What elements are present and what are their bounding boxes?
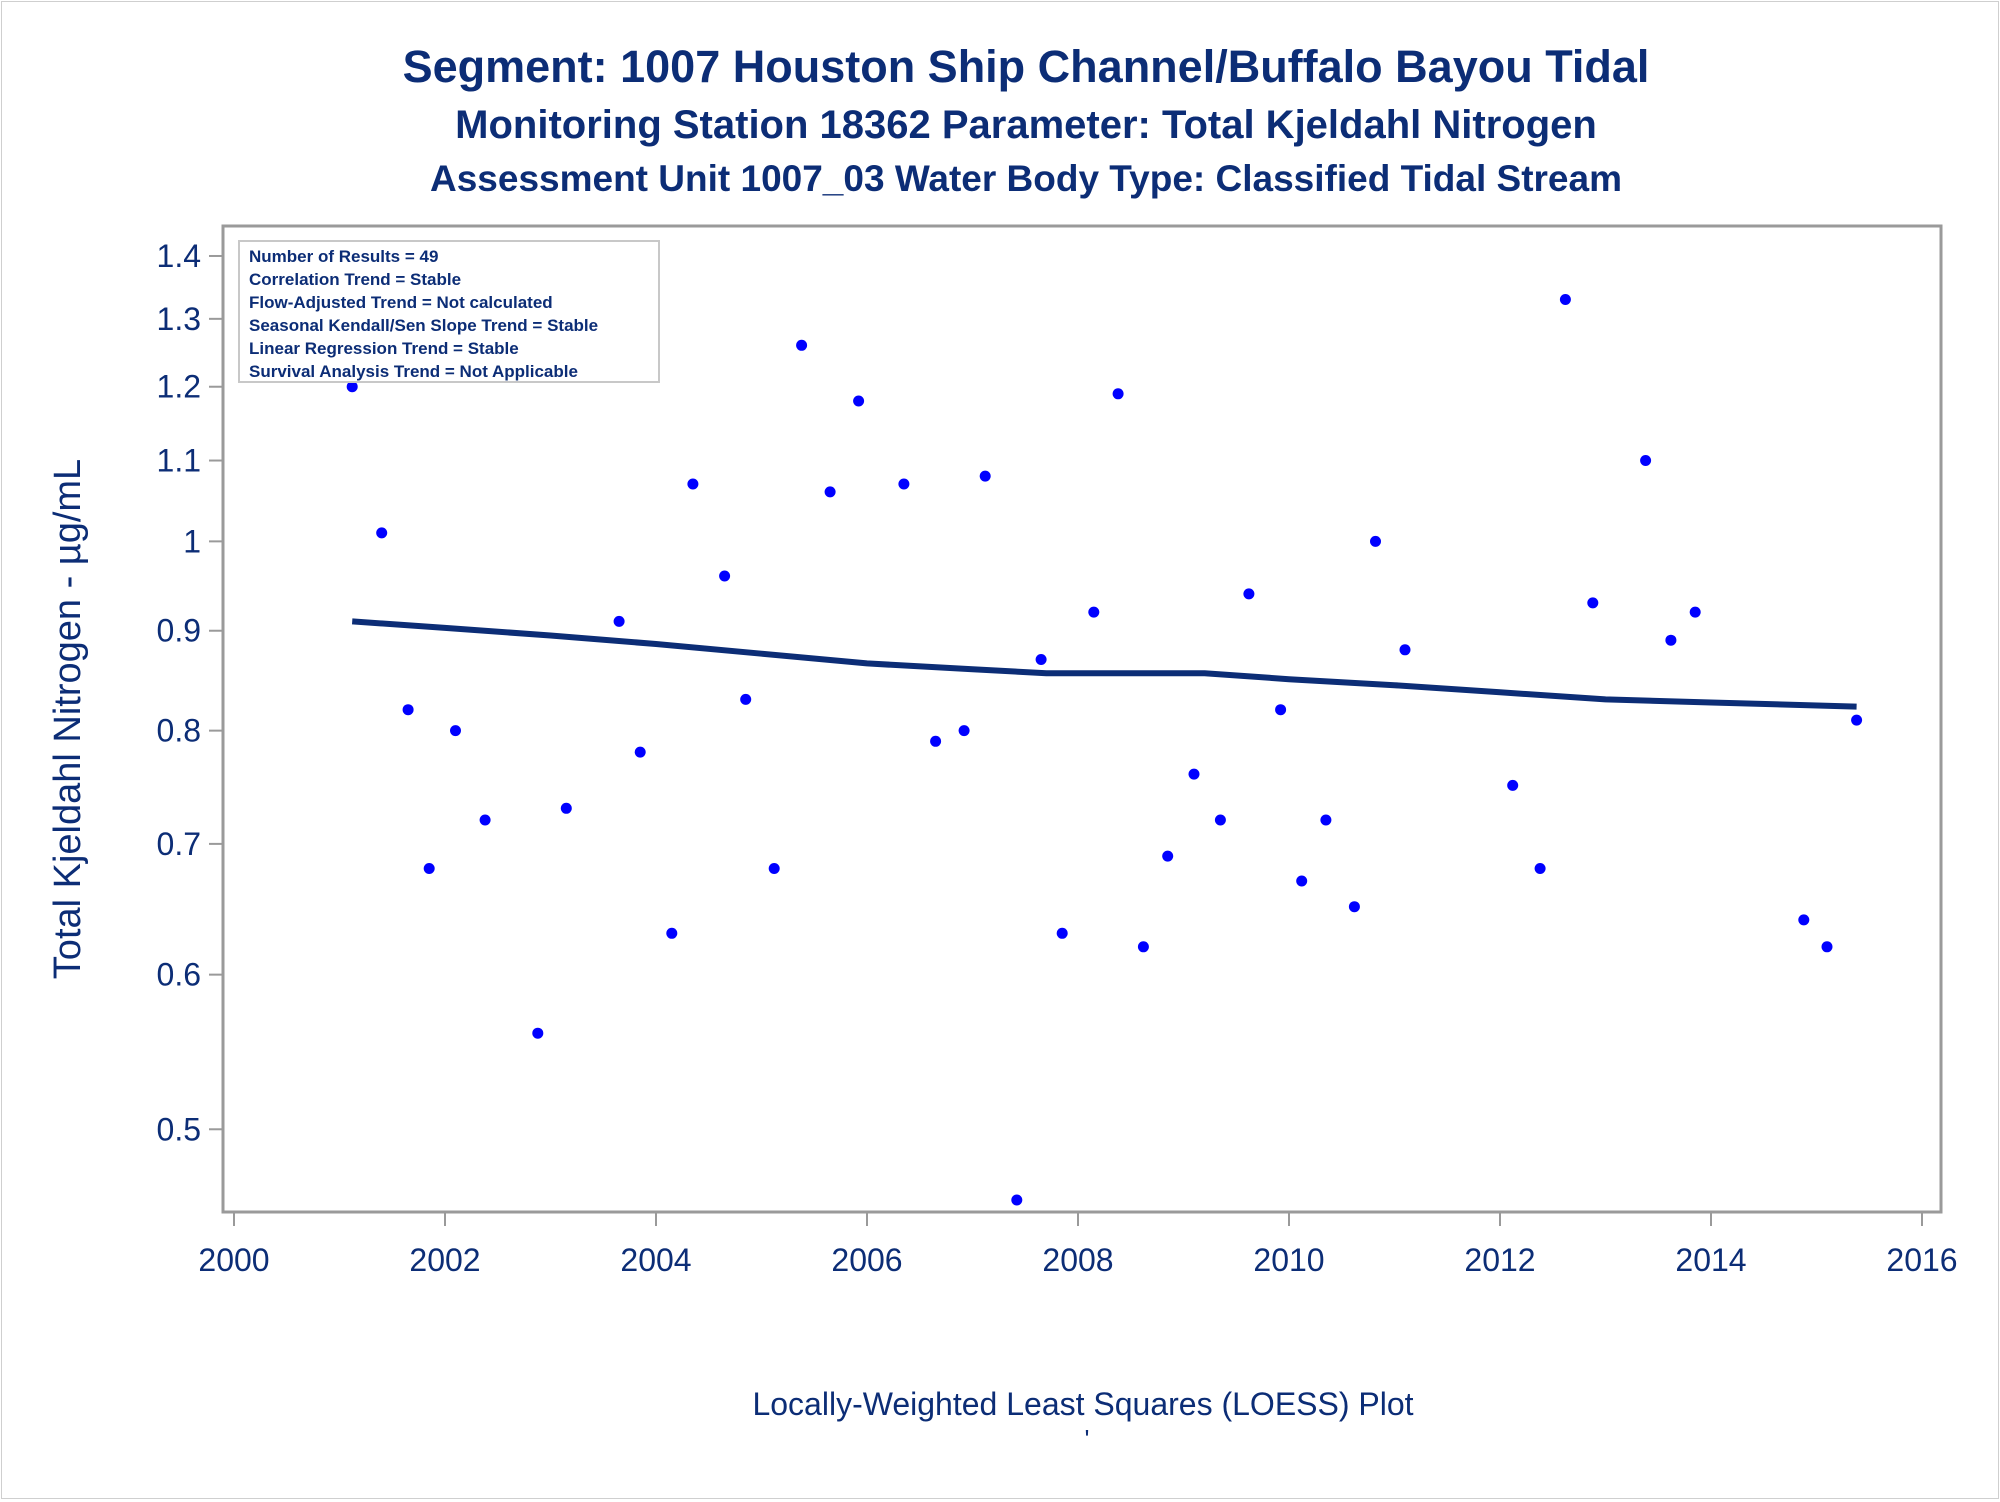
stats-line-flow-adjusted: Flow-Adjusted Trend = Not calculated	[249, 293, 553, 312]
x-tick-label: 2016	[1886, 1242, 1957, 1278]
data-point	[613, 615, 625, 627]
x-tick-label: 2014	[1675, 1242, 1746, 1278]
stats-line-survival: Survival Analysis Trend = Not Applicable	[249, 362, 578, 381]
data-point	[979, 470, 991, 482]
data-point	[1689, 606, 1701, 618]
y-tick-label: 0.8	[157, 713, 201, 749]
data-point	[450, 725, 461, 737]
data-point	[346, 381, 358, 393]
data-point	[1559, 294, 1571, 305]
data-point	[532, 1027, 544, 1039]
data-point	[1188, 768, 1200, 780]
loess-line	[351, 618, 1857, 710]
stats-box-border	[238, 240, 660, 383]
data-point	[958, 725, 970, 737]
data-point	[1534, 863, 1546, 874]
data-point	[376, 527, 388, 539]
data-point	[479, 814, 491, 826]
data-point	[1348, 901, 1360, 913]
data-point	[1320, 814, 1332, 826]
data-point	[740, 693, 752, 705]
data-point	[898, 478, 910, 490]
chart-subtitle-2: Assessment Unit 1007_03 Water Body Type:…	[430, 158, 1622, 199]
data-points	[346, 268, 1863, 1206]
data-point	[853, 395, 865, 407]
y-axis: 0.5 0.6 0.7 0.8 0.9 1 1.1 1.2 1.3 1.4	[157, 238, 223, 1147]
data-point	[1851, 714, 1863, 726]
data-point	[402, 704, 414, 716]
data-point	[719, 570, 731, 582]
y-tick-label: 1.4	[157, 238, 201, 274]
data-point	[1587, 597, 1599, 609]
stats-line-correlation: Correlation Trend = Stable	[249, 270, 461, 289]
data-point	[796, 339, 808, 351]
data-point	[1035, 654, 1047, 665]
x-axis-title: Locally-Weighted Least Squares (LOESS) P…	[752, 1386, 1413, 1422]
data-point	[1665, 634, 1677, 646]
stats-line-linear-regression: Linear Regression Trend = Stable	[249, 339, 519, 358]
data-point	[1798, 914, 1810, 926]
data-point	[423, 863, 435, 874]
data-point	[768, 863, 780, 874]
x-tick-label: 2012	[1464, 1242, 1535, 1278]
stats-line-results: Number of Results = 49	[249, 247, 438, 266]
y-tick-label: 1	[183, 523, 201, 559]
data-point	[687, 478, 699, 490]
data-point	[1112, 388, 1124, 400]
x-tick-label: 2008	[1042, 1242, 1113, 1278]
y-tick-label: 1.3	[157, 301, 201, 337]
data-point	[930, 735, 942, 747]
data-point	[1296, 875, 1308, 887]
data-point	[634, 746, 646, 758]
y-axis-title: Total Kjeldahl Nitrogen - µg/mL	[47, 459, 89, 979]
x-tick-label: 2010	[1253, 1242, 1324, 1278]
data-point	[1056, 927, 1068, 939]
data-point	[560, 802, 572, 814]
data-point	[1137, 941, 1149, 953]
data-point	[1370, 535, 1381, 547]
y-tick-label: 0.5	[157, 1111, 201, 1147]
data-point	[1214, 814, 1226, 826]
data-point	[666, 927, 678, 939]
data-point	[1011, 1194, 1023, 1206]
x-tick-label: 2002	[409, 1242, 480, 1278]
y-tick-label: 1.2	[157, 369, 201, 405]
chart-title: Segment: 1007 Houston Ship Channel/Buffa…	[403, 41, 1650, 92]
y-tick-label: 0.6	[157, 957, 201, 993]
y-tick-label: 0.7	[157, 826, 201, 862]
data-point	[1162, 850, 1174, 862]
data-point	[824, 486, 836, 498]
data-point	[1399, 644, 1411, 656]
footnote: '	[1085, 1424, 1090, 1454]
data-point	[1821, 941, 1833, 953]
data-point	[1640, 455, 1652, 466]
y-tick-label: 0.9	[157, 613, 201, 649]
stats-line-seasonal-kendall: Seasonal Kendall/Sen Slope Trend = Stabl…	[249, 316, 598, 335]
x-tick-label: 2006	[831, 1242, 902, 1278]
data-point	[1088, 606, 1100, 618]
x-axis: 2000 2002 2004 2006 2008 2010 2012 2014 2016	[198, 1212, 1958, 1278]
chart-subtitle: Monitoring Station 18362 Parameter: Tota…	[455, 103, 1597, 147]
x-tick-label: 2000	[198, 1242, 269, 1278]
data-point	[1275, 704, 1287, 716]
stats-box: Number of Results = 49 Correlation Trend…	[238, 240, 660, 383]
y-tick-label: 1.1	[157, 443, 201, 479]
x-tick-label: 2004	[620, 1242, 691, 1278]
data-point	[1243, 588, 1255, 600]
plot-area	[221, 224, 1943, 1214]
data-point	[1507, 779, 1519, 791]
